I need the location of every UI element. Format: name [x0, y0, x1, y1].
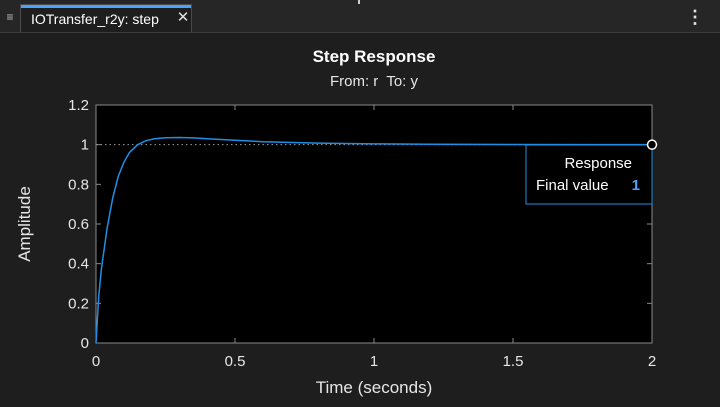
datatip-box: [525, 144, 653, 205]
close-icon[interactable]: ✕: [176, 9, 190, 26]
y-tick-label: 1.2: [68, 97, 89, 114]
step-response-chart: Step Response From: r To: y 0 0.5 1 1.5 2 0 0…: [15, 47, 658, 397]
y-tick-label: 0.6: [68, 216, 89, 233]
x-tick-label: 0.5: [225, 353, 246, 370]
splitter-handle[interactable]: [358, 0, 360, 4]
y-axis-label: Amplitude: [15, 186, 34, 262]
tab-iotransfer-step[interactable]: IOTransfer_r2y: step ✕: [20, 4, 192, 32]
axes-box[interactable]: [95, 104, 653, 344]
datatip-label: Final value: [536, 177, 609, 194]
y-tick-label: 1: [81, 137, 89, 154]
y-tick-label: 0: [81, 335, 89, 352]
y-tick-label: 0.4: [68, 256, 89, 273]
y-tick-label: 0.8: [68, 176, 89, 193]
datatip[interactable]: Response Final value 1: [525, 144, 653, 205]
tab-active-indicator: [21, 5, 191, 8]
x-axis-label: Time (seconds): [316, 378, 433, 397]
x-tick-label: 1: [370, 353, 378, 370]
chart-title: Step Response: [313, 47, 436, 66]
datatip-title: Response: [564, 155, 632, 172]
tab-bar: ≡ IOTransfer_r2y: step ✕ ⋮: [0, 0, 720, 33]
x-tick-label: 0: [92, 353, 100, 370]
more-options-icon[interactable]: ⋮: [686, 7, 704, 27]
final-value-marker[interactable]: [646, 139, 658, 150]
chart-subtitle: From: r To: y: [330, 73, 419, 90]
y-tick-label: 0.2: [68, 295, 89, 312]
x-tick-label: 2: [648, 353, 656, 370]
x-tick-label: 1.5: [503, 353, 524, 370]
drag-handle-icon[interactable]: ≡: [6, 10, 14, 24]
datatip-value: 1: [632, 177, 640, 194]
step-response-curve[interactable]: [95, 136, 652, 344]
plot-area: Step Response From: r To: y 0 0.5 1 1.5 2 0 0…: [0, 33, 720, 407]
tab-label: IOTransfer_r2y: step: [31, 11, 159, 27]
